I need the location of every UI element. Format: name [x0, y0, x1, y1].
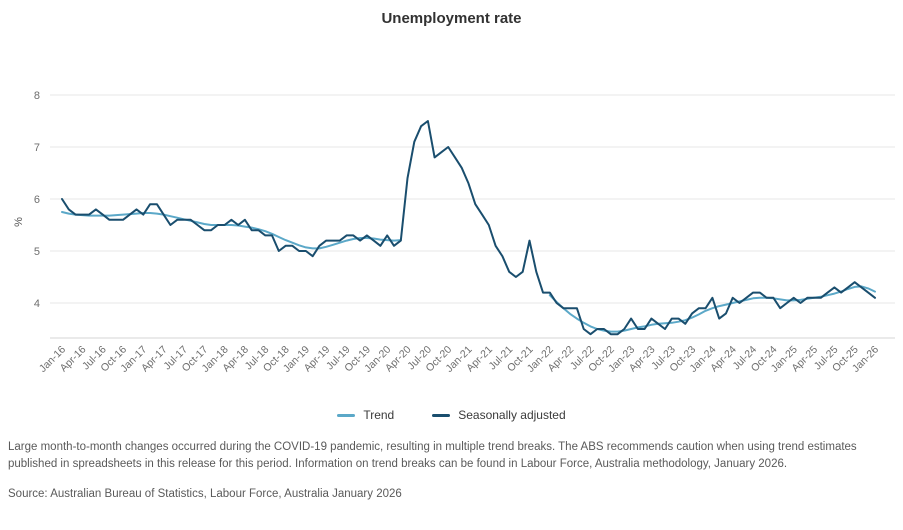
trend-break-footnote: Large month-to-month changes occurred du…: [8, 441, 857, 470]
y-tick-label: 7: [34, 142, 40, 154]
series-line-trend[interactable]: [61, 211, 876, 333]
y-tick-label: 4: [34, 298, 40, 310]
legend-item-seasonally-adjusted[interactable]: Seasonally adjusted: [432, 408, 566, 422]
series-line-seasonally-adjusted[interactable]: [61, 120, 876, 336]
legend-item-trend[interactable]: Trend: [337, 408, 394, 422]
source-note: Source: Australian Bureau of Statistics,…: [8, 488, 402, 501]
y-tick-label: 6: [34, 194, 40, 206]
seasonally-adjusted-line-swatch-icon: [432, 413, 451, 417]
trend-line-swatch-icon: [337, 413, 356, 417]
y-tick-label: 5: [34, 246, 40, 258]
legend-label-seasonally-adjusted: Seasonally adjusted: [458, 408, 566, 422]
legend-label-trend: Trend: [363, 408, 395, 422]
chart-title: Unemployment rate: [381, 10, 522, 27]
chart-svg[interactable]: 45678%Jan-16Apr-16Jul-16Oct-16Jan-17Apr-…: [0, 50, 903, 395]
chart-legend: Trend Seasonally adjusted: [0, 405, 903, 425]
y-axis-title: %: [13, 217, 25, 227]
chart-area[interactable]: 4 5 6 7 8% Jan-16 Apr-16 Jul-16 Oct-16 Jan-17 Apr-…: [0, 50, 903, 395]
y-tick-label: 8: [34, 90, 40, 102]
